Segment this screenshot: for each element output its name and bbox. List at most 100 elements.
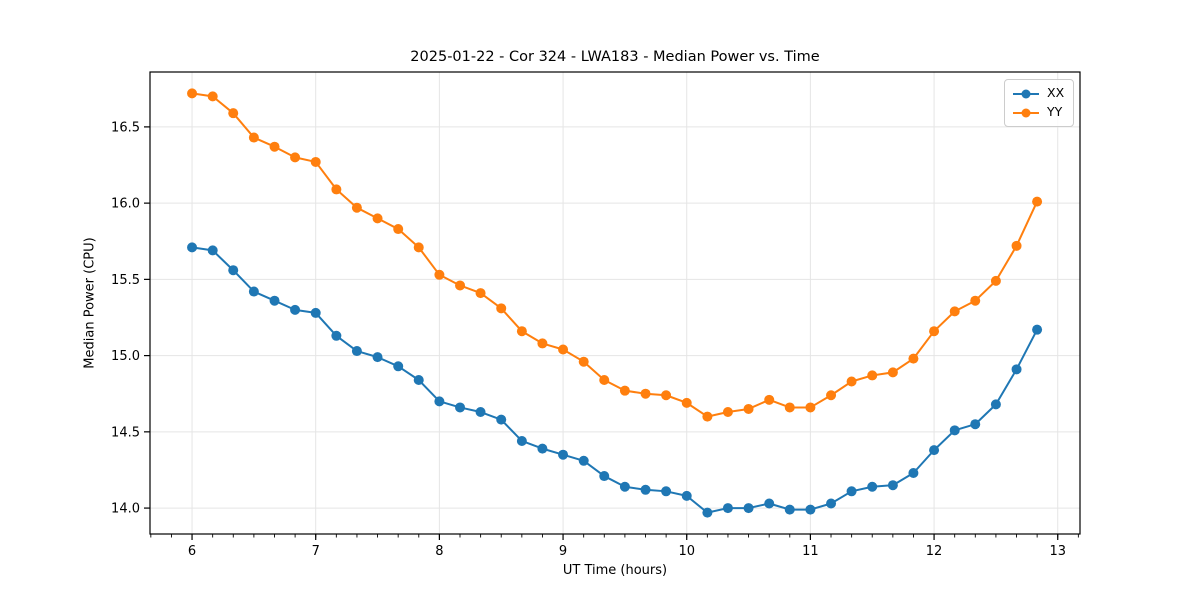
data-point-yy: [558, 344, 569, 355]
x-tick-label: 10: [678, 544, 695, 559]
y-axis-label-text: Median Power (CPU): [82, 237, 98, 369]
data-point-yy: [393, 224, 404, 235]
data-point-yy: [599, 375, 610, 385]
data-point-yy: [619, 385, 630, 396]
data-point-xx: [228, 265, 239, 276]
data-point-xx: [516, 435, 527, 446]
data-point-xx: [558, 449, 569, 460]
data-point-yy: [887, 367, 898, 378]
data-point-yy: [702, 411, 713, 422]
data-point-yy: [248, 132, 259, 143]
x-tick-label: 8: [435, 544, 443, 559]
data-point-xx: [949, 425, 960, 436]
data-point-xx: [248, 286, 259, 297]
data-point-yy: [537, 338, 548, 349]
data-point-xx: [578, 455, 589, 466]
data-point-yy: [722, 407, 733, 418]
x-tick-label: 11: [802, 544, 819, 559]
chart-title: 2025-01-22 - Cor 324 - LWA183 - Median P…: [410, 49, 820, 65]
data-point-xx: [372, 352, 383, 363]
data-point-yy: [207, 91, 218, 102]
data-point-xx: [887, 480, 898, 491]
data-point-xx: [269, 295, 280, 306]
data-point-xx: [722, 503, 733, 514]
data-point-xx: [681, 490, 692, 501]
data-point-xx: [805, 504, 816, 515]
x-tick-label: 7: [312, 544, 320, 559]
data-point-xx: [351, 346, 362, 357]
data-point-xx: [784, 504, 795, 515]
data-point-xx: [929, 445, 940, 456]
data-point-xx: [970, 419, 981, 430]
data-point-yy: [290, 152, 301, 163]
data-point-yy: [269, 141, 280, 152]
y-tick-label: 15.5: [111, 273, 140, 288]
data-point-yy: [1011, 240, 1022, 251]
data-point-xx: [207, 245, 218, 256]
y-tick-label: 14.5: [111, 425, 140, 440]
data-point-xx: [1011, 364, 1022, 375]
x-tick-label: 6: [188, 544, 196, 559]
data-point-xx: [537, 443, 548, 454]
data-point-xx: [331, 330, 342, 341]
data-point-xx: [413, 375, 424, 385]
data-point-xx: [496, 414, 507, 425]
data-point-yy: [826, 390, 837, 401]
y-tick-label: 16.5: [111, 120, 140, 135]
data-point-yy: [578, 356, 589, 367]
data-point-xx: [846, 486, 857, 497]
data-point-yy: [846, 376, 857, 387]
legend-sample-xx: [1013, 89, 1039, 98]
data-point-yy: [764, 394, 775, 405]
data-point-xx: [599, 471, 610, 482]
data-point-xx: [990, 399, 1001, 410]
data-point-yy: [681, 397, 692, 408]
data-point-xx: [743, 503, 754, 514]
data-point-xx: [455, 402, 466, 413]
data-point-xx: [434, 396, 445, 407]
series-line-yy: [191, 92, 1038, 418]
data-point-yy: [331, 184, 342, 195]
x-axis-label: UT Time (hours): [562, 563, 668, 578]
data-point-xx: [310, 307, 321, 318]
legend-sample-yy: [1013, 108, 1039, 117]
data-point-yy: [516, 326, 527, 337]
data-point-yy: [187, 88, 198, 99]
data-point-yy: [640, 388, 651, 399]
data-point-xx: [619, 481, 630, 492]
data-point-yy: [743, 403, 754, 414]
x-tick-label: 12: [926, 544, 943, 559]
legend: XX YY: [1004, 79, 1074, 127]
x-tick-label: 9: [559, 544, 567, 559]
y-tick-label: 14.0: [111, 502, 140, 517]
data-point-xx: [661, 486, 672, 497]
data-point-yy: [990, 275, 1001, 286]
data-point-xx: [475, 407, 486, 418]
data-point-yy: [413, 242, 424, 253]
data-point-yy: [908, 353, 919, 364]
data-point-yy: [228, 108, 239, 119]
data-point-xx: [187, 242, 198, 253]
legend-label-xx: XX: [1047, 85, 1065, 101]
data-point-xx: [640, 484, 651, 495]
data-point-xx: [702, 507, 713, 518]
legend-item-xx: XX: [1011, 84, 1065, 103]
legend-label-yy: YY: [1047, 104, 1063, 120]
data-point-yy: [475, 288, 486, 299]
data-point-yy: [784, 402, 795, 413]
data-point-yy: [661, 390, 672, 401]
data-point-yy: [970, 295, 981, 306]
data-point-yy: [310, 156, 321, 167]
data-point-yy: [434, 269, 445, 280]
data-point-yy: [929, 326, 940, 337]
x-tick-label: 13: [1049, 544, 1066, 559]
legend-item-yy: YY: [1011, 103, 1065, 122]
data-point-xx: [393, 361, 404, 372]
data-point-xx: [826, 498, 837, 509]
y-tick-label: 15.0: [111, 349, 140, 364]
data-point-xx: [867, 481, 878, 492]
data-point-xx: [908, 468, 919, 479]
data-point-yy: [372, 213, 383, 224]
